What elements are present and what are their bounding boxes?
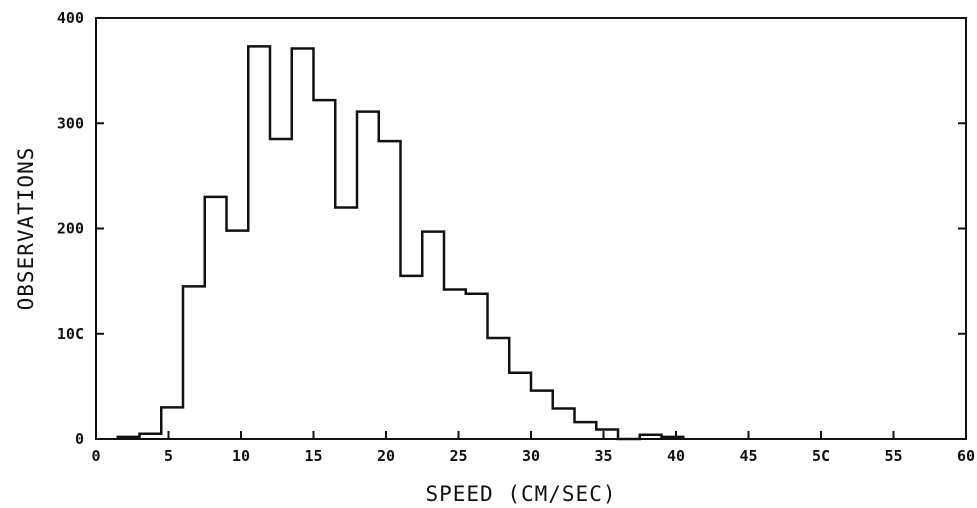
y-tick-label: 0 [75, 430, 84, 448]
x-axis-ticks [95, 431, 967, 439]
histogram-bin [379, 141, 401, 439]
y-tick-label: 400 [57, 9, 84, 27]
histogram-bin [553, 408, 575, 439]
x-tick-label: 20 [377, 447, 395, 465]
x-tick-label: 25 [449, 447, 467, 465]
x-tick-label: 10 [232, 447, 250, 465]
histogram-bin [575, 422, 597, 439]
x-tick-label: 35 [594, 447, 612, 465]
x-tick-label: 5 [164, 447, 173, 465]
x-tick-label: 30 [522, 447, 540, 465]
histogram-bin [335, 207, 357, 439]
histogram-bin [401, 276, 423, 439]
histogram-bin [422, 232, 444, 439]
histogram-bin [183, 286, 205, 439]
x-tick-label: 0 [91, 447, 100, 465]
histogram-bin [357, 112, 379, 439]
histogram-bin [248, 46, 270, 439]
x-tick-label: 55 [884, 447, 902, 465]
plot-frame [95, 17, 967, 440]
x-tick-label: 5C [812, 447, 830, 465]
histogram-bin [205, 197, 227, 439]
histogram-bin [227, 231, 249, 439]
x-tick-label: 40 [667, 447, 685, 465]
x-tick-label: 45 [739, 447, 757, 465]
y-axis-tick-labels: 0 10C 200 300 400 [57, 9, 84, 448]
histogram-bin [531, 391, 553, 439]
x-axis-title: SPEED (CM/SEC) [425, 482, 616, 506]
histogram-outline [116, 45, 685, 441]
histogram-bin [161, 407, 183, 439]
y-tick-label: 10C [57, 325, 84, 343]
x-tick-label: 60 [957, 447, 975, 465]
histogram-bin [488, 338, 510, 439]
histogram-bin [314, 100, 336, 439]
histogram-bin [466, 294, 488, 439]
histogram-bin [509, 373, 531, 439]
y-tick-label: 300 [57, 114, 84, 132]
histogram-bin [270, 139, 292, 439]
y-tick-label: 200 [57, 220, 84, 238]
histogram-bin [596, 430, 618, 439]
histogram-bin [444, 290, 466, 439]
y-axis-title: OBSERVATIONS [14, 147, 38, 311]
x-axis-tick-labels: 0 5 10 15 20 25 30 35 40 45 5C 55 60 [91, 447, 975, 465]
x-tick-label: 15 [304, 447, 322, 465]
histogram-bin [292, 49, 314, 439]
